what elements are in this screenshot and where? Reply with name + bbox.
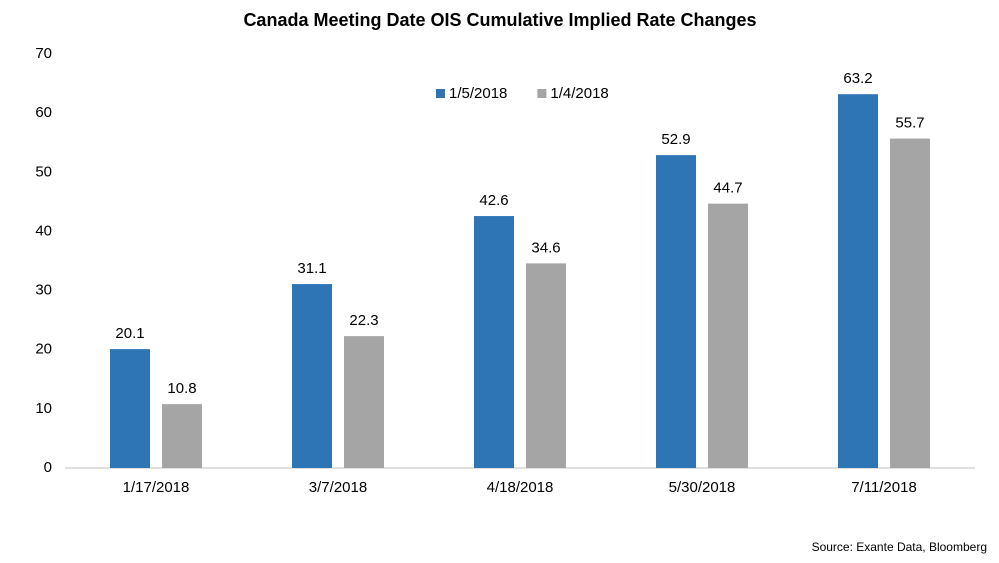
data-label: 22.3 — [349, 312, 378, 329]
data-label: 52.9 — [661, 131, 690, 148]
y-tick-label: 70 — [35, 45, 52, 62]
x-tick-label: 4/18/2018 — [487, 479, 554, 496]
bar — [344, 336, 384, 468]
data-label: 44.7 — [713, 180, 742, 197]
legend-label: 1/5/2018 — [449, 85, 507, 102]
bar — [656, 155, 696, 469]
y-tick-label: 30 — [35, 282, 52, 299]
y-tick-label: 40 — [35, 222, 52, 239]
legend-label: 1/4/2018 — [550, 85, 608, 102]
x-tick-label: 3/7/2018 — [309, 479, 367, 496]
y-tick-label: 10 — [35, 400, 52, 417]
data-label: 31.1 — [297, 260, 326, 277]
legend-swatch — [537, 89, 547, 98]
bar — [526, 263, 566, 468]
bar — [838, 94, 878, 469]
x-tick-label: 7/11/2018 — [851, 479, 917, 496]
bar — [110, 349, 150, 468]
bar — [708, 203, 748, 469]
y-tick-label: 20 — [35, 341, 52, 358]
bar — [292, 284, 332, 468]
x-tick-label: 1/17/2018 — [123, 479, 190, 496]
chart-title: Canada Meeting Date OIS Cumulative Impli… — [243, 10, 756, 30]
data-label: 63.2 — [843, 70, 872, 87]
data-label: 20.1 — [115, 325, 144, 342]
bar — [890, 138, 930, 468]
data-label: 42.6 — [479, 192, 508, 209]
bar — [162, 404, 202, 468]
data-label: 34.6 — [531, 239, 560, 256]
source-note: Source: Exante Data, Bloomberg — [812, 540, 987, 554]
bar — [474, 216, 514, 468]
y-tick-label: 60 — [35, 104, 52, 121]
data-label: 10.8 — [167, 380, 196, 397]
data-label: 55.7 — [895, 115, 924, 132]
x-tick-label: 5/30/2018 — [669, 479, 736, 496]
y-tick-label: 0 — [44, 459, 52, 476]
legend-swatch — [436, 89, 445, 98]
y-tick-label: 50 — [35, 163, 52, 180]
